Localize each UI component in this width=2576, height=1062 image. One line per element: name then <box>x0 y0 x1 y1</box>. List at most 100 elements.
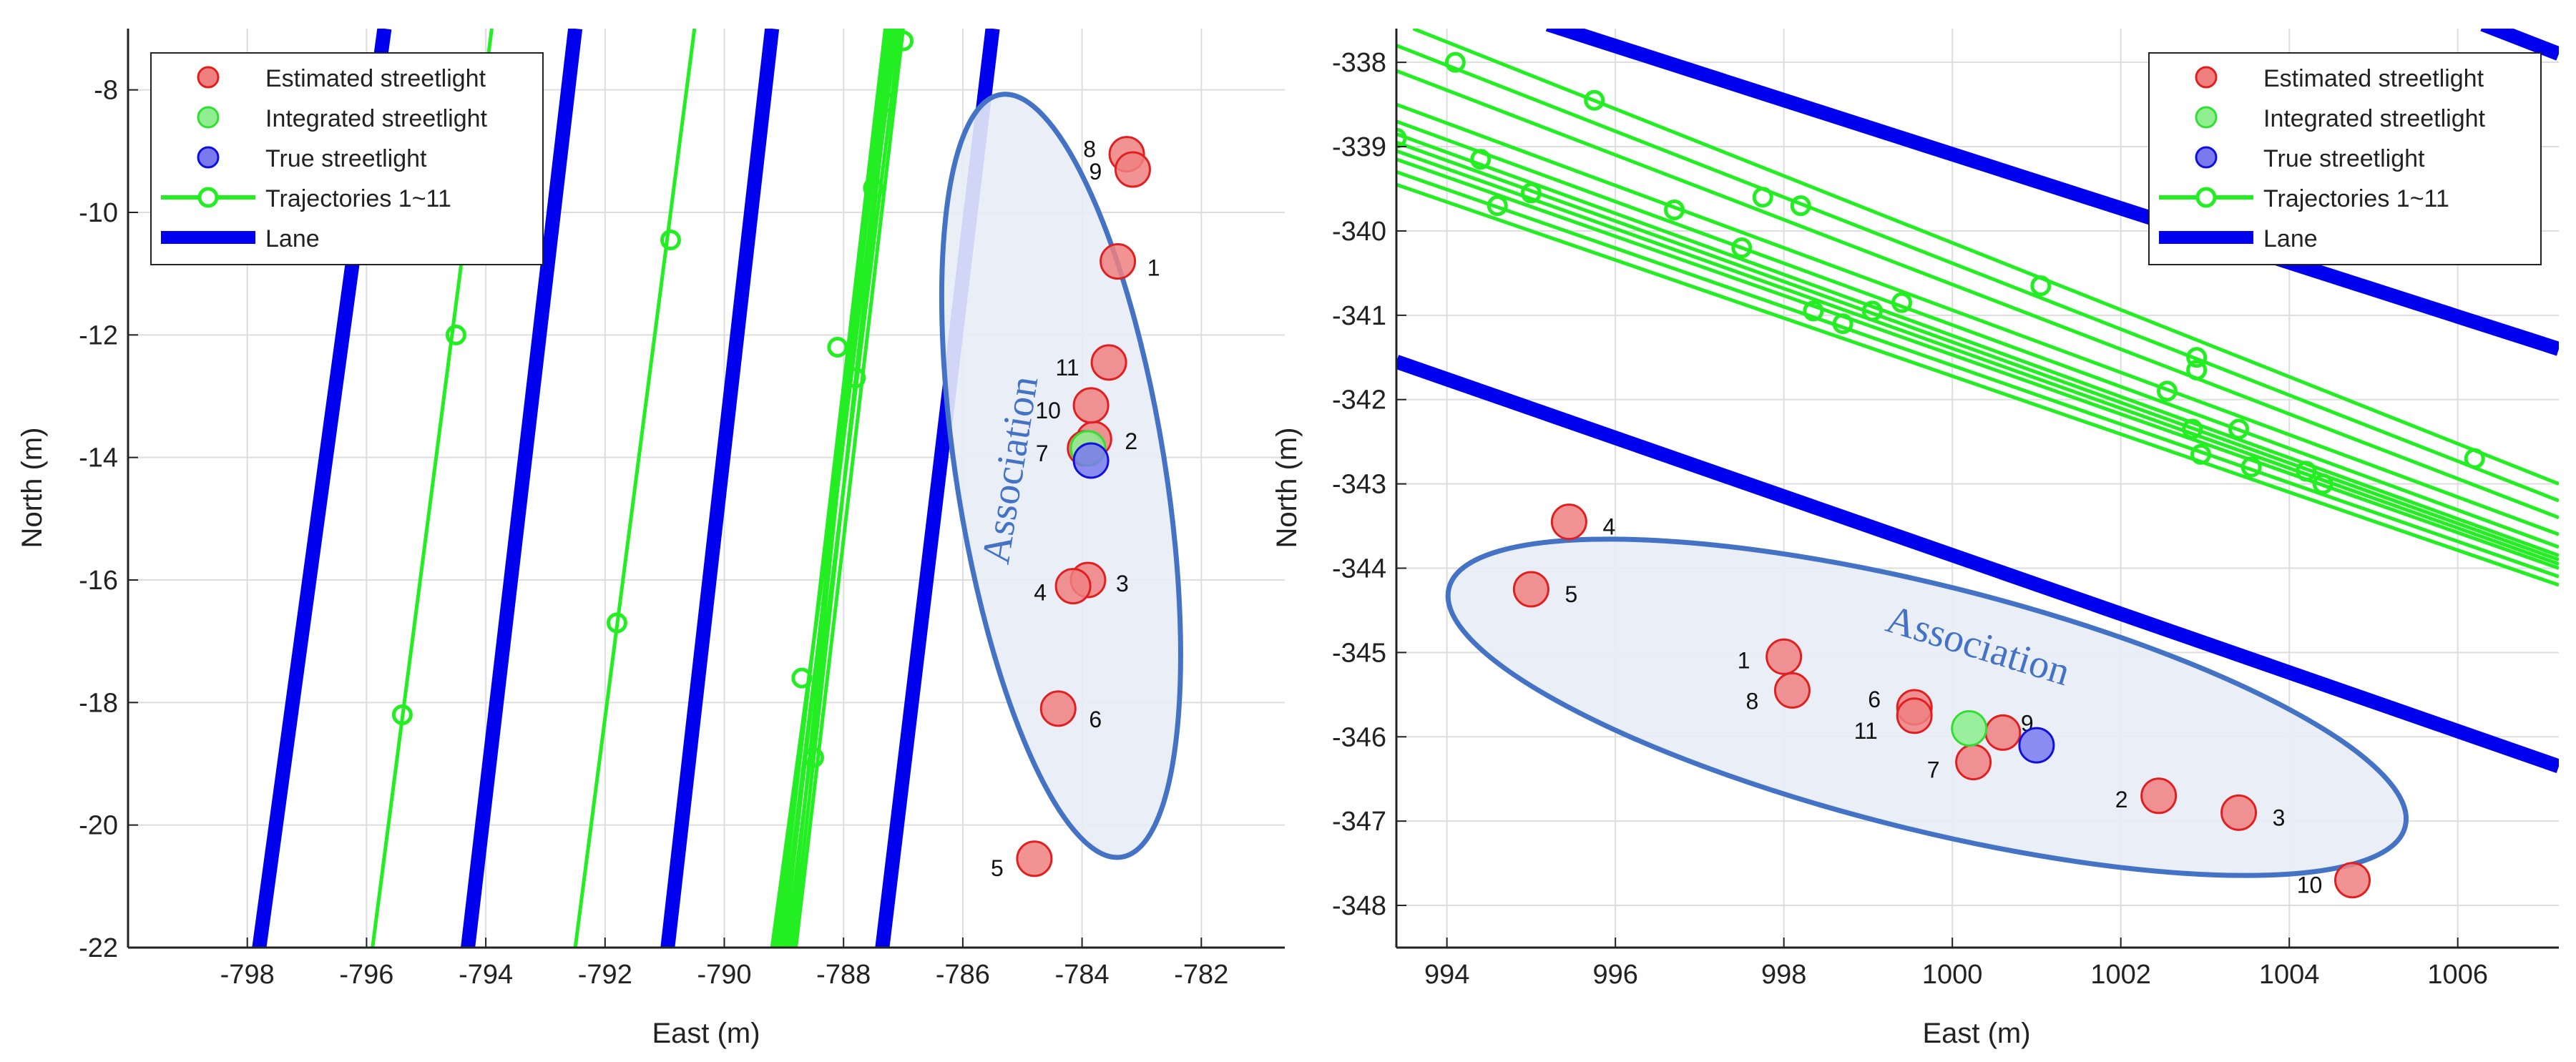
estimated-streetlight-point <box>1984 714 2022 751</box>
y-tick-label: -346 <box>1332 722 1386 752</box>
estimated-streetlight-point <box>2220 794 2258 831</box>
y-tick-label: -347 <box>1332 807 1386 837</box>
streetlight-id-label: 2 <box>2115 787 2128 812</box>
x-tick-label: -784 <box>1055 960 1110 990</box>
trajectory-line <box>1396 182 2559 587</box>
trajectory-line <box>573 29 697 948</box>
right-axes: 994 996 998 1000 1002 1004 1006 -338 -339 -340 -34… <box>1332 29 2559 990</box>
legend-integrated-symbol <box>2195 106 2218 129</box>
streetlight-id-label: 5 <box>1565 581 1578 607</box>
x-tick-label: -798 <box>220 960 275 990</box>
trajectory-line <box>1396 69 2559 520</box>
left-streetlight-points: 1 2 3 4 5 6 7 89 10 11 <box>991 136 1160 881</box>
trajectory-line <box>1396 44 2559 503</box>
y-tick-label: -20 <box>79 811 118 841</box>
trajectory-marker <box>1520 182 1542 204</box>
estimated-streetlight-point <box>1896 697 1933 734</box>
y-tick-label: -345 <box>1332 638 1386 668</box>
integrated-streetlight-point <box>1951 709 1988 747</box>
estimated-streetlight-point <box>1100 243 1137 280</box>
legend-true-symbol <box>2195 146 2218 169</box>
legend-entry-label: Estimated streetlight <box>265 65 486 92</box>
y-tick-label: -12 <box>79 320 118 350</box>
trajectory-marker <box>1664 199 1685 220</box>
legend-entry-label: Trajectories 1~11 <box>2263 185 2449 212</box>
trajectory-marker <box>2296 461 2317 482</box>
legend-entry-label: Trajectories 1~11 <box>265 185 451 212</box>
streetlight-id-label: 1 <box>1738 647 1750 673</box>
estimated-streetlight-point <box>1016 840 1053 877</box>
trajectory-marker <box>2190 443 2212 465</box>
y-tick-label: -8 <box>94 76 118 106</box>
trajectory-line <box>1396 119 2559 549</box>
estimated-streetlight-point <box>1039 690 1077 727</box>
trajectory-line <box>1396 132 2559 558</box>
legend-integrated-symbol <box>197 106 220 129</box>
y-tick-label: -344 <box>1332 554 1386 584</box>
trajectory-line <box>1396 157 2559 570</box>
trajectory-marker <box>875 92 896 113</box>
left-y-axis-label: North (m) <box>16 428 48 549</box>
trajectory-marker <box>2186 359 2208 380</box>
x-tick-label: 1002 <box>2090 960 2151 990</box>
trajectory-line <box>1396 140 2559 562</box>
trajectory-marker <box>791 667 813 689</box>
x-tick-label: -792 <box>578 960 632 990</box>
trajectory-marker <box>445 324 466 345</box>
x-tick-label: 998 <box>1761 960 1806 990</box>
right-trajectory-lines <box>1396 29 2559 587</box>
streetlight-id-label: 8 <box>1746 688 1759 714</box>
y-tick-label: -10 <box>79 198 118 228</box>
left-association-ellipse <box>939 92 1183 860</box>
trajectory-marker <box>893 30 914 51</box>
streetlight-id-label: 3 <box>1116 571 1129 596</box>
trajectory-marker <box>1487 195 1508 217</box>
x-tick-label: -796 <box>339 960 393 990</box>
streetlight-id-label: 3 <box>2273 805 2286 830</box>
streetlight-id-label: 1 <box>1147 255 1160 281</box>
trajectory-line <box>1396 149 2559 566</box>
y-tick-label: -18 <box>79 688 118 718</box>
trajectory-marker <box>2182 418 2203 440</box>
x-tick-label: 1006 <box>2427 960 2488 990</box>
streetlight-id-label: 11 <box>1854 718 1878 744</box>
trajectory-marker <box>1731 237 1753 259</box>
x-tick-label: 1004 <box>2259 960 2320 990</box>
streetlight-id-label: 7 <box>1036 441 1049 466</box>
x-tick-label: 994 <box>1424 960 1469 990</box>
left-axes: -798 -796 -794 -792 -790 -788 -786 -784 -782 -8 -1… <box>79 29 1285 990</box>
trajectory-line <box>794 29 906 948</box>
left-trajectory-lines <box>371 29 914 948</box>
x-tick-label: 996 <box>1592 960 1637 990</box>
trajectory-marker <box>2228 418 2250 440</box>
trajectory-marker <box>391 704 413 725</box>
trajectory-marker <box>1396 127 1407 149</box>
x-tick-label: 1000 <box>1922 960 1983 990</box>
right-y-axis-label: North (m) <box>1271 428 1303 549</box>
y-tick-label: -339 <box>1332 132 1386 162</box>
streetlight-id-label: 9 <box>1089 159 1102 185</box>
trajectory-marker <box>2464 448 2485 469</box>
trajectory-marker <box>2156 380 2178 402</box>
legend-estimated-symbol <box>197 66 220 89</box>
trajectory-line <box>1396 102 2559 536</box>
legend-trajectory-marker <box>2195 187 2217 208</box>
estimated-streetlight-point <box>2334 862 2371 899</box>
estimated-streetlight-point <box>1072 387 1110 424</box>
x-tick-label: -794 <box>459 960 513 990</box>
y-tick-label: -348 <box>1332 891 1386 921</box>
trajectory-marker <box>803 747 825 768</box>
streetlight-id-label: 8 <box>1083 137 1096 162</box>
estimated-streetlight-point <box>1090 344 1127 381</box>
right-x-axis-label: East (m) <box>1922 1018 2030 1049</box>
y-tick-label: -14 <box>79 443 118 473</box>
trajectory-marker <box>2240 456 2262 478</box>
trajectory-marker <box>1584 89 1605 111</box>
legend-entry-label: Lane <box>2263 225 2318 252</box>
estimated-streetlight-point <box>1512 571 1549 608</box>
legend-entry-label: Integrated streetlight <box>2263 105 2486 132</box>
estimated-streetlight-point <box>1955 744 1992 781</box>
